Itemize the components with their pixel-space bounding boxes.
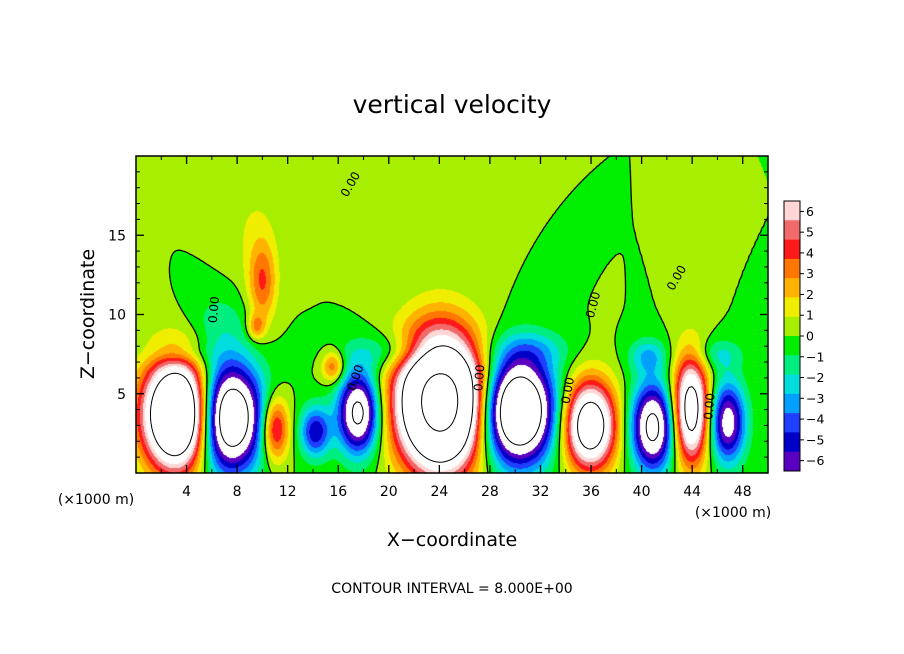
colorbar-swatch xyxy=(784,316,800,337)
x-tick-label: 16 xyxy=(329,484,347,500)
colorbar-swatch xyxy=(784,239,800,260)
colorbar-swatch xyxy=(784,336,800,356)
contour-interval-note: CONTOUR INTERVAL = 8.000E+00 xyxy=(331,581,572,597)
colorbar-swatch xyxy=(784,258,800,279)
colorbar-swatch xyxy=(784,278,800,298)
y-axis: 5 10 15 xyxy=(108,171,768,458)
x-axis: 4 8 12 16 20 24 28 32 36 40 44 48 xyxy=(160,156,752,500)
contour-neg-8 xyxy=(219,376,660,447)
colorbar-label: −1 xyxy=(806,349,824,364)
x-tick-label: 36 xyxy=(582,484,600,500)
colorbar-swatch xyxy=(784,355,800,375)
chart-title: vertical velocity xyxy=(353,90,552,119)
x-tick-label: 28 xyxy=(481,484,499,500)
colorbar-label: 5 xyxy=(806,225,814,240)
colorbar-label: −5 xyxy=(806,432,824,447)
colorbar-label: −2 xyxy=(806,370,824,385)
colorbar: 6 5 4 3 2 1 0 −1 −2 −3 −4 −5 −6 xyxy=(783,200,824,472)
heatmap-image xyxy=(136,156,768,473)
colorbar-swatch xyxy=(784,201,800,221)
colorbar-swatch xyxy=(784,220,800,240)
x-tick-label: 20 xyxy=(380,484,398,500)
colorbar-label: 1 xyxy=(806,308,814,323)
contour-label: 0.00 xyxy=(471,364,487,392)
x-tick-label: 44 xyxy=(683,484,701,500)
contour-label: 0.00 xyxy=(583,290,603,319)
x-axis-label: X−coordinate xyxy=(387,529,517,551)
contour-pos-16 xyxy=(421,373,459,432)
x-axis-unit: (×1000 m) xyxy=(695,505,771,521)
x-tick-label: 40 xyxy=(633,484,651,500)
colorbar-label: 6 xyxy=(806,204,814,219)
contour-label: 0.00 xyxy=(559,376,577,405)
x-tick-label: 48 xyxy=(734,484,752,500)
x-tick-label: 32 xyxy=(532,484,550,500)
x-tick-label: 12 xyxy=(279,484,297,500)
contour-label: 0.00 xyxy=(701,392,717,420)
colorbar-swatch xyxy=(784,393,800,414)
colorbar-swatch xyxy=(784,374,800,395)
contour-zero xyxy=(168,156,768,473)
colorbar-label: −4 xyxy=(806,412,824,427)
colorbar-label: 2 xyxy=(806,287,814,302)
colorbar-label: 4 xyxy=(806,245,814,260)
y-tick-label: 10 xyxy=(108,308,126,324)
contour-label: 0.00 xyxy=(206,296,222,324)
y-tick-label: 5 xyxy=(117,387,126,403)
y-tick-label: 15 xyxy=(108,228,126,244)
colorbar-swatch xyxy=(784,432,800,453)
x-tick-label: 4 xyxy=(182,484,191,500)
y-axis-unit: (×1000 m) xyxy=(58,492,134,508)
contour-pos-8 xyxy=(150,345,699,463)
x-tick-label: 24 xyxy=(430,484,448,500)
y-axis-label: Z−coordinate xyxy=(77,249,99,379)
colorbar-swatch xyxy=(784,413,800,433)
colorbar-label: −3 xyxy=(806,391,824,406)
colorbar-label: 0 xyxy=(806,329,814,344)
colorbar-label: 3 xyxy=(806,266,814,281)
plot-area: 0.000.000.00 0.00 0.000.000.000.00 xyxy=(136,156,768,473)
colorbar-swatch xyxy=(784,451,800,472)
x-tick-label: 8 xyxy=(233,484,242,500)
colorbar-label: −6 xyxy=(806,453,824,468)
colorbar-swatch xyxy=(784,297,800,318)
